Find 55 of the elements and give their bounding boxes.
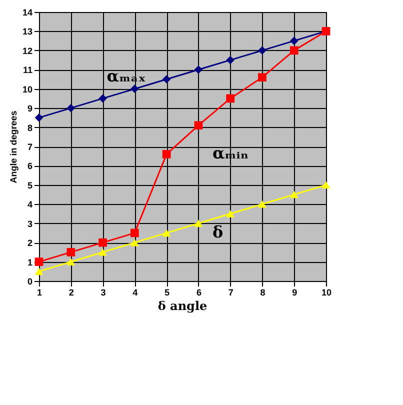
point: [162, 75, 171, 84]
point: [258, 200, 266, 208]
x-tick-label: 10: [321, 288, 332, 298]
point: [98, 238, 107, 247]
point: [130, 84, 139, 94]
x-tick-label: 8: [260, 288, 266, 298]
point: [194, 65, 203, 74]
point: [34, 268, 44, 276]
x-tick-label: 7: [228, 288, 234, 298]
point: [162, 150, 171, 158]
point: [98, 94, 107, 103]
y-tick-label: 9: [27, 104, 32, 114]
point: [322, 181, 330, 189]
point: [194, 121, 203, 130]
y-tick-label: 11: [22, 65, 32, 76]
point: [98, 248, 107, 256]
point: [226, 94, 235, 103]
x-tick-label: 6: [196, 288, 202, 298]
point: [226, 56, 235, 64]
y-tick-label: 10: [22, 84, 32, 94]
series-label: δ: [212, 222, 224, 242]
point: [194, 220, 203, 227]
point: [290, 46, 298, 55]
y-tick-label: 8: [27, 122, 32, 133]
point: [258, 73, 266, 82]
point: [130, 228, 139, 238]
y-tick-label: 6: [27, 161, 32, 172]
x-tick-label: 9: [292, 288, 298, 298]
point: [162, 229, 171, 237]
x-tick-label: 1: [36, 288, 42, 298]
point: [226, 210, 235, 218]
y-tick-label: 1: [27, 257, 32, 268]
point: [66, 258, 76, 266]
y-tick-label: 5: [27, 180, 32, 190]
point: [34, 113, 44, 122]
y-axis-title: Angle in degrees: [8, 110, 18, 184]
x-tick-label: 2: [68, 288, 74, 298]
point: [66, 248, 76, 256]
x-tick-label: 4: [132, 288, 138, 298]
x-tick-label: 5: [164, 288, 170, 298]
point: [290, 36, 298, 46]
point: [66, 104, 76, 112]
y-tick-label: 14: [22, 8, 32, 18]
y-tick-label: 12: [22, 46, 32, 56]
y-tick-label: 13: [22, 26, 32, 37]
y-tick-label: 4: [27, 200, 32, 210]
y-tick-label: 7: [27, 142, 32, 152]
y-tick-label: 2: [27, 238, 32, 248]
y-tick-label: 0: [27, 276, 32, 286]
point: [290, 190, 298, 198]
x-axis-title: δ angle: [158, 299, 208, 313]
x-tick-label: 3: [100, 288, 106, 298]
point: [130, 238, 139, 246]
point: [258, 46, 266, 55]
y-tick-label: 3: [27, 218, 32, 229]
